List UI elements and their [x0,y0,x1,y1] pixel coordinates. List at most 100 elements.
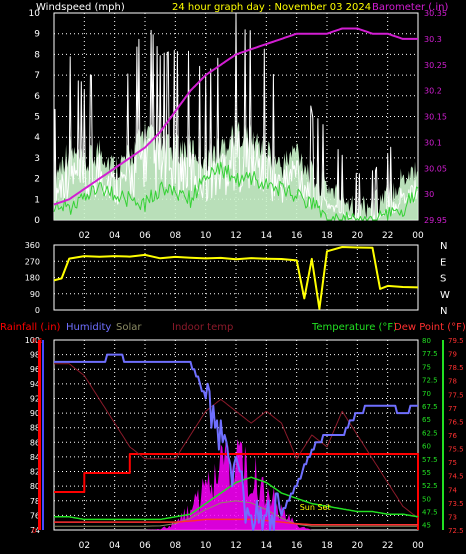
y-tick-label: 4 [34,133,40,143]
solar-line [54,500,418,527]
y2-tick-label: 70 [422,390,431,398]
y2-tick-label: 47.5 [422,509,438,517]
x-tick-label: 16 [291,231,303,241]
y3-tick-label: 78 [448,378,457,386]
compass-label: E [440,257,446,268]
y-tick-label: 0 [35,306,40,315]
y-tick-label: 96 [30,365,40,374]
legend-dewpoint: Dew Point (°F) [394,322,466,333]
y3-tick-label: 72.5 [448,527,464,535]
indoor-temp-line [54,363,419,519]
y2-tick-label: 57.5 [422,456,438,464]
humidity-line [54,353,418,531]
y-tick-label: 78 [30,497,40,506]
sunset-label: Sun Set [300,503,331,512]
x-tick-label: 02 [79,231,90,241]
x-tick-label: 00 [412,231,424,241]
y2-tick-label: 50 [422,495,431,503]
y3-tick-label: 75.5 [448,446,464,454]
y-tick-label: 94 [30,380,40,389]
x-tick-label: 00 [412,541,424,551]
x-tick-label: 12 [230,541,241,551]
legend-rainfall: Rainfall (.in) [0,322,61,333]
y2-tick-label: 30.3 [424,35,442,44]
y-tick-label: 6 [34,92,40,102]
x-tick-label: 08 [170,541,182,551]
y-tick-label: 360 [25,241,40,250]
y-tick-label: 100 [25,336,40,345]
x-tick-label: 20 [352,231,364,241]
x-tick-label: 04 [109,231,121,241]
y3-tick-label: 74 [448,486,457,494]
y-tick-label: 9 [34,30,40,40]
rain-axis-bar [38,340,41,530]
y2-tick-label: 30.25 [424,61,447,70]
y2-tick-label: 30.15 [424,113,447,122]
y2-tick-label: 30 [424,190,434,199]
y3-tick-label: 76.5 [448,418,464,426]
y3-tick-label: 77 [448,405,457,413]
x-tick-label: 12 [230,231,241,241]
x-tick-label: 22 [382,541,393,551]
temperature-line [54,476,419,521]
x-tick-label: 16 [291,541,303,551]
y-tick-label: 5 [34,113,40,123]
wind-direction-line [53,246,419,310]
humidity-temp-panel: 747678808284868890929496981004547.55052.… [25,336,464,551]
y2-tick-label: 65 [422,416,431,424]
compass-label: S [440,274,446,285]
x-tick-label: 06 [139,541,151,551]
y3-tick-label: 75 [448,459,457,467]
legend-humidity: Humidity [66,322,111,333]
x-tick-label: 18 [321,541,333,551]
y-tick-label: 270 [25,257,40,266]
x-tick-label: 02 [79,541,90,551]
rain-tick-label: 0.1 [32,337,43,345]
dewpoint-line [54,518,418,526]
x-tick-label: 22 [382,231,393,241]
y2-tick-label: 62.5 [422,429,438,437]
compass-label: W [440,290,450,301]
y-tick-label: 82 [30,468,40,477]
x-tick-label: 20 [352,541,364,551]
x-tick-label: 18 [321,231,333,241]
y-tick-label: 1 [34,195,40,205]
y-tick-label: 7 [34,71,40,81]
y-tick-label: 8 [34,50,40,60]
x-tick-label: 06 [139,231,151,241]
wind-baro-panel: 01234567891029.953030.0530.130.1530.230.… [29,9,447,241]
y2-tick-label: 30.35 [424,9,447,18]
x-tick-label: 14 [261,231,273,241]
y3-tick-label: 76 [448,432,457,440]
y-tick-label: 0 [34,216,40,226]
y-tick-label: 90 [30,409,40,418]
y-tick-label: 3 [34,154,40,164]
y3-tick-label: 78.5 [448,364,464,372]
y-tick-label: 2 [34,175,40,185]
y2-tick-label: 80 [422,337,431,345]
rain-tick-label: 0 [32,527,36,535]
y2-tick-label: 30.1 [424,138,442,147]
x-tick-label: 14 [261,541,273,551]
y2-tick-label: 55 [422,469,431,477]
x-tick-label: 08 [170,231,182,241]
y-tick-label: 74 [30,526,40,535]
y2-tick-label: 67.5 [422,403,438,411]
baro-axis-label: Barometer (.in) [372,2,448,13]
y2-tick-label: 75 [422,363,431,371]
x-tick-label: 04 [109,541,121,551]
y2-tick-label: 45 [422,522,431,530]
y2-tick-label: 30.05 [424,164,447,173]
y-tick-label: 98 [30,351,40,360]
x-tick-label: 10 [200,231,212,241]
y-tick-label: 76 [30,511,40,520]
y-tick-label: 90 [30,290,40,299]
x-tick-label: 10 [200,541,212,551]
y-tick-label: 92 [30,394,40,403]
chart-title: 24 hour graph day : November 03 2024 [172,2,371,13]
average-wind-line [53,161,419,221]
y2-tick-label: 30.2 [424,87,442,96]
y2-tick-label: 60 [422,443,431,451]
